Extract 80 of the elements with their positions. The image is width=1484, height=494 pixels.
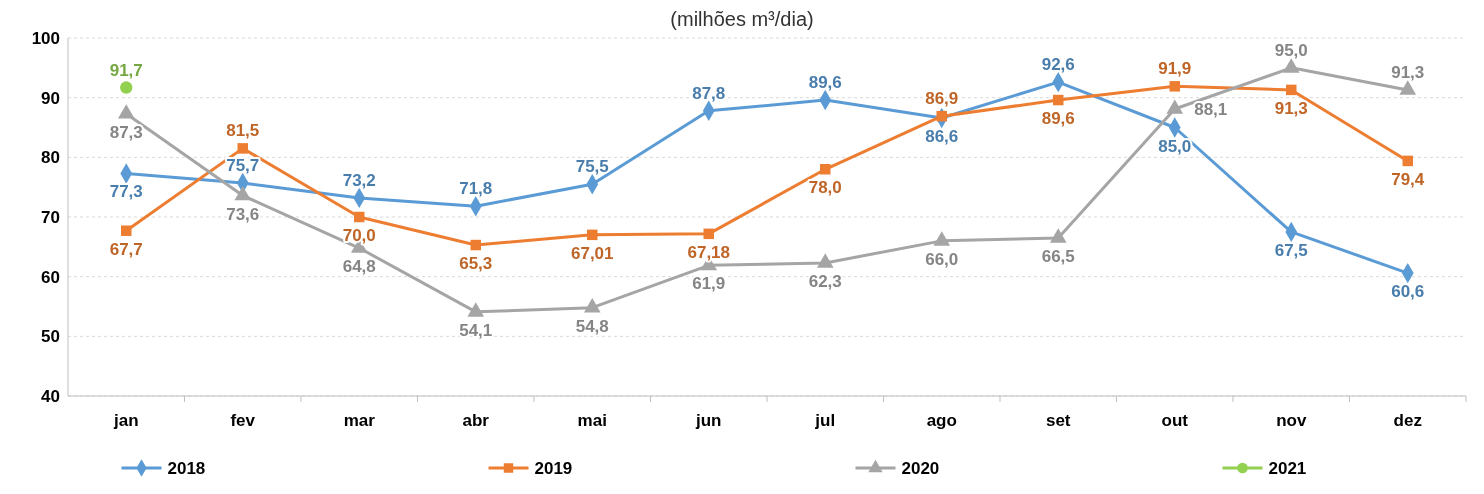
data-label: 85,0 [1158, 136, 1192, 156]
point [816, 253, 834, 268]
point [703, 228, 714, 240]
point [234, 185, 252, 201]
x-tick-label: fev [230, 411, 256, 430]
y-tick-label: 50 [41, 327, 60, 347]
point [120, 81, 133, 94]
point [354, 211, 365, 223]
legend-label: 2018 [167, 459, 206, 478]
y-tick-label: 80 [41, 148, 60, 168]
data-label: 71,8 [459, 179, 493, 199]
chart-title: (milhões m³/dia) [670, 8, 814, 30]
data-label: 67,01 [570, 243, 614, 263]
legend-label: 2021 [1268, 459, 1307, 478]
data-label: 67,7 [109, 239, 143, 259]
data-label: 86,6 [925, 126, 959, 146]
data-label: 89,6 [1041, 109, 1075, 129]
data-label: 73,6 [226, 204, 260, 224]
data-label: 60,6 [1391, 282, 1425, 302]
data-label: 54,8 [575, 316, 609, 336]
data-label: 54,1 [459, 320, 493, 340]
point [1402, 155, 1413, 167]
point [1286, 84, 1297, 96]
x-tick-label: jan [112, 411, 139, 430]
y-tick-label: 90 [41, 88, 60, 108]
data-label: 81,5 [226, 121, 260, 141]
data-label: 66,5 [1041, 246, 1075, 266]
point [1169, 81, 1180, 92]
data-label: 91,7 [109, 60, 143, 80]
data-label: 91,3 [1391, 62, 1425, 82]
data-label: 88,1 [1194, 100, 1228, 119]
data-label: 91,9 [1158, 59, 1192, 79]
point [121, 225, 132, 236]
x-tick-label: jul [814, 411, 836, 430]
data-label: 75,7 [226, 155, 260, 175]
data-label: 79,4 [1391, 169, 1425, 189]
x-tick-label: set [1045, 411, 1071, 430]
data-label: 64,8 [342, 257, 376, 277]
data-label: 67,5 [1274, 240, 1308, 260]
point [470, 239, 481, 251]
point [1053, 94, 1064, 106]
point [587, 229, 598, 241]
data-label: 78,0 [808, 178, 842, 198]
y-tick-label: 40 [41, 386, 60, 406]
data-label: 70,0 [342, 226, 376, 245]
legend-label: 2020 [901, 459, 940, 478]
data-label: 66,0 [925, 249, 959, 269]
x-tick-label: dez [1393, 411, 1422, 430]
data-label: 87,3 [109, 122, 143, 142]
data-label: 86,9 [925, 89, 959, 109]
point [237, 143, 248, 154]
x-tick-label: jun [695, 411, 722, 430]
y-tick-label: 60 [41, 267, 60, 287]
x-tick-label: mai [577, 411, 607, 430]
y-tick-label: 100 [31, 28, 60, 48]
data-label: 89,6 [808, 73, 842, 93]
y-tick-label: 70 [41, 207, 60, 227]
point [583, 298, 601, 313]
data-label: 95,0 [1274, 40, 1308, 60]
data-label: 92,6 [1041, 55, 1075, 75]
data-label: 87,8 [692, 83, 726, 103]
data-label: 67,18 [687, 242, 731, 262]
data-label: 61,9 [692, 274, 726, 294]
point [1049, 228, 1067, 243]
point [936, 110, 947, 122]
point [933, 231, 951, 246]
data-label: 91,3 [1274, 98, 1308, 118]
point [820, 164, 831, 175]
x-tick-label: mar [343, 411, 376, 430]
point [467, 302, 485, 317]
data-label: 75,5 [575, 157, 609, 177]
x-tick-label: ago [926, 411, 957, 430]
legend-label: 2019 [534, 459, 573, 478]
x-tick-label: out [1161, 411, 1189, 430]
data-label: 65,3 [459, 254, 493, 274]
data-label: 73,2 [342, 170, 376, 190]
x-tick-label: nov [1276, 411, 1307, 430]
x-tick-label: abr [462, 411, 490, 430]
data-label: 62,3 [808, 271, 842, 291]
data-label: 77,3 [109, 182, 143, 202]
